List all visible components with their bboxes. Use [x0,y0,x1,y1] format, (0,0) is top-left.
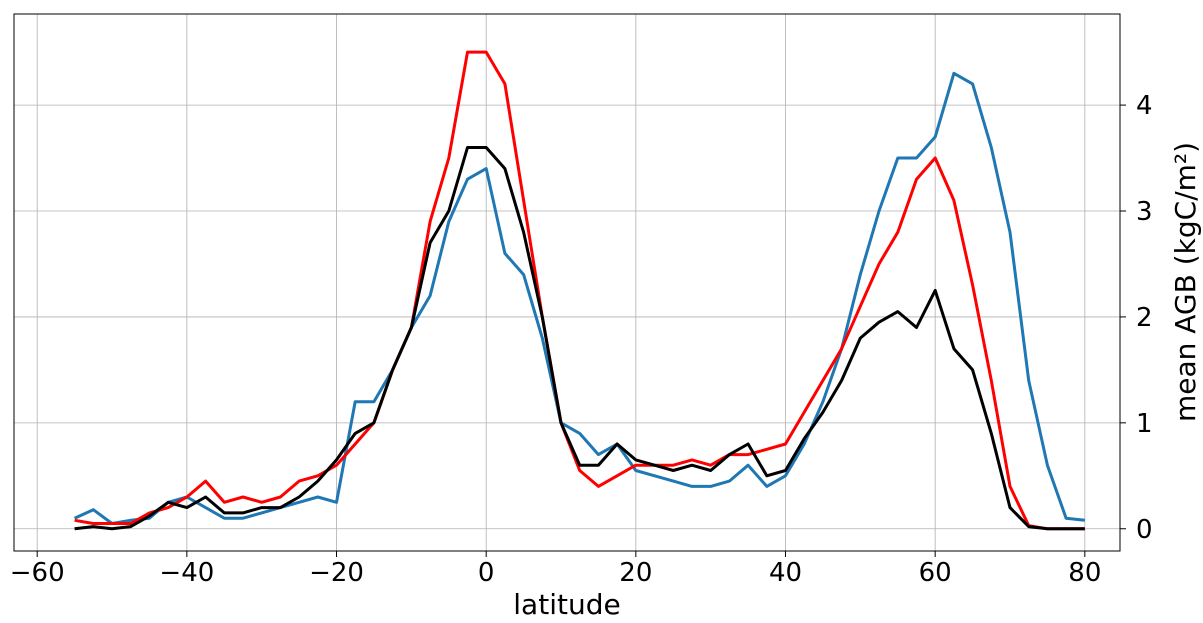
x-tick-label: 80 [1068,558,1101,588]
x-tick-label: 40 [769,558,802,588]
y-axis-label: mean AGB (kgC/m²) [1169,142,1202,422]
x-tick-label: −60 [10,558,65,588]
series-line [74,50,1085,531]
series-line [74,146,1085,531]
x-tick-label: 20 [619,558,652,588]
y-tick-label: 0 [1136,515,1153,545]
x-tick-label: 60 [919,558,952,588]
x-tick-label: −20 [309,558,364,588]
x-tick-label: −40 [159,558,214,588]
y-tick-label: 2 [1136,303,1153,333]
series-line [73,71,1085,525]
y-tick-label: 3 [1136,197,1153,227]
y-tick-label: 1 [1136,409,1153,439]
y-tick-label: 4 [1136,91,1153,121]
x-tick-label: 0 [478,558,495,588]
plot-frame [13,13,1121,552]
x-axis-label: latitude [513,588,620,619]
